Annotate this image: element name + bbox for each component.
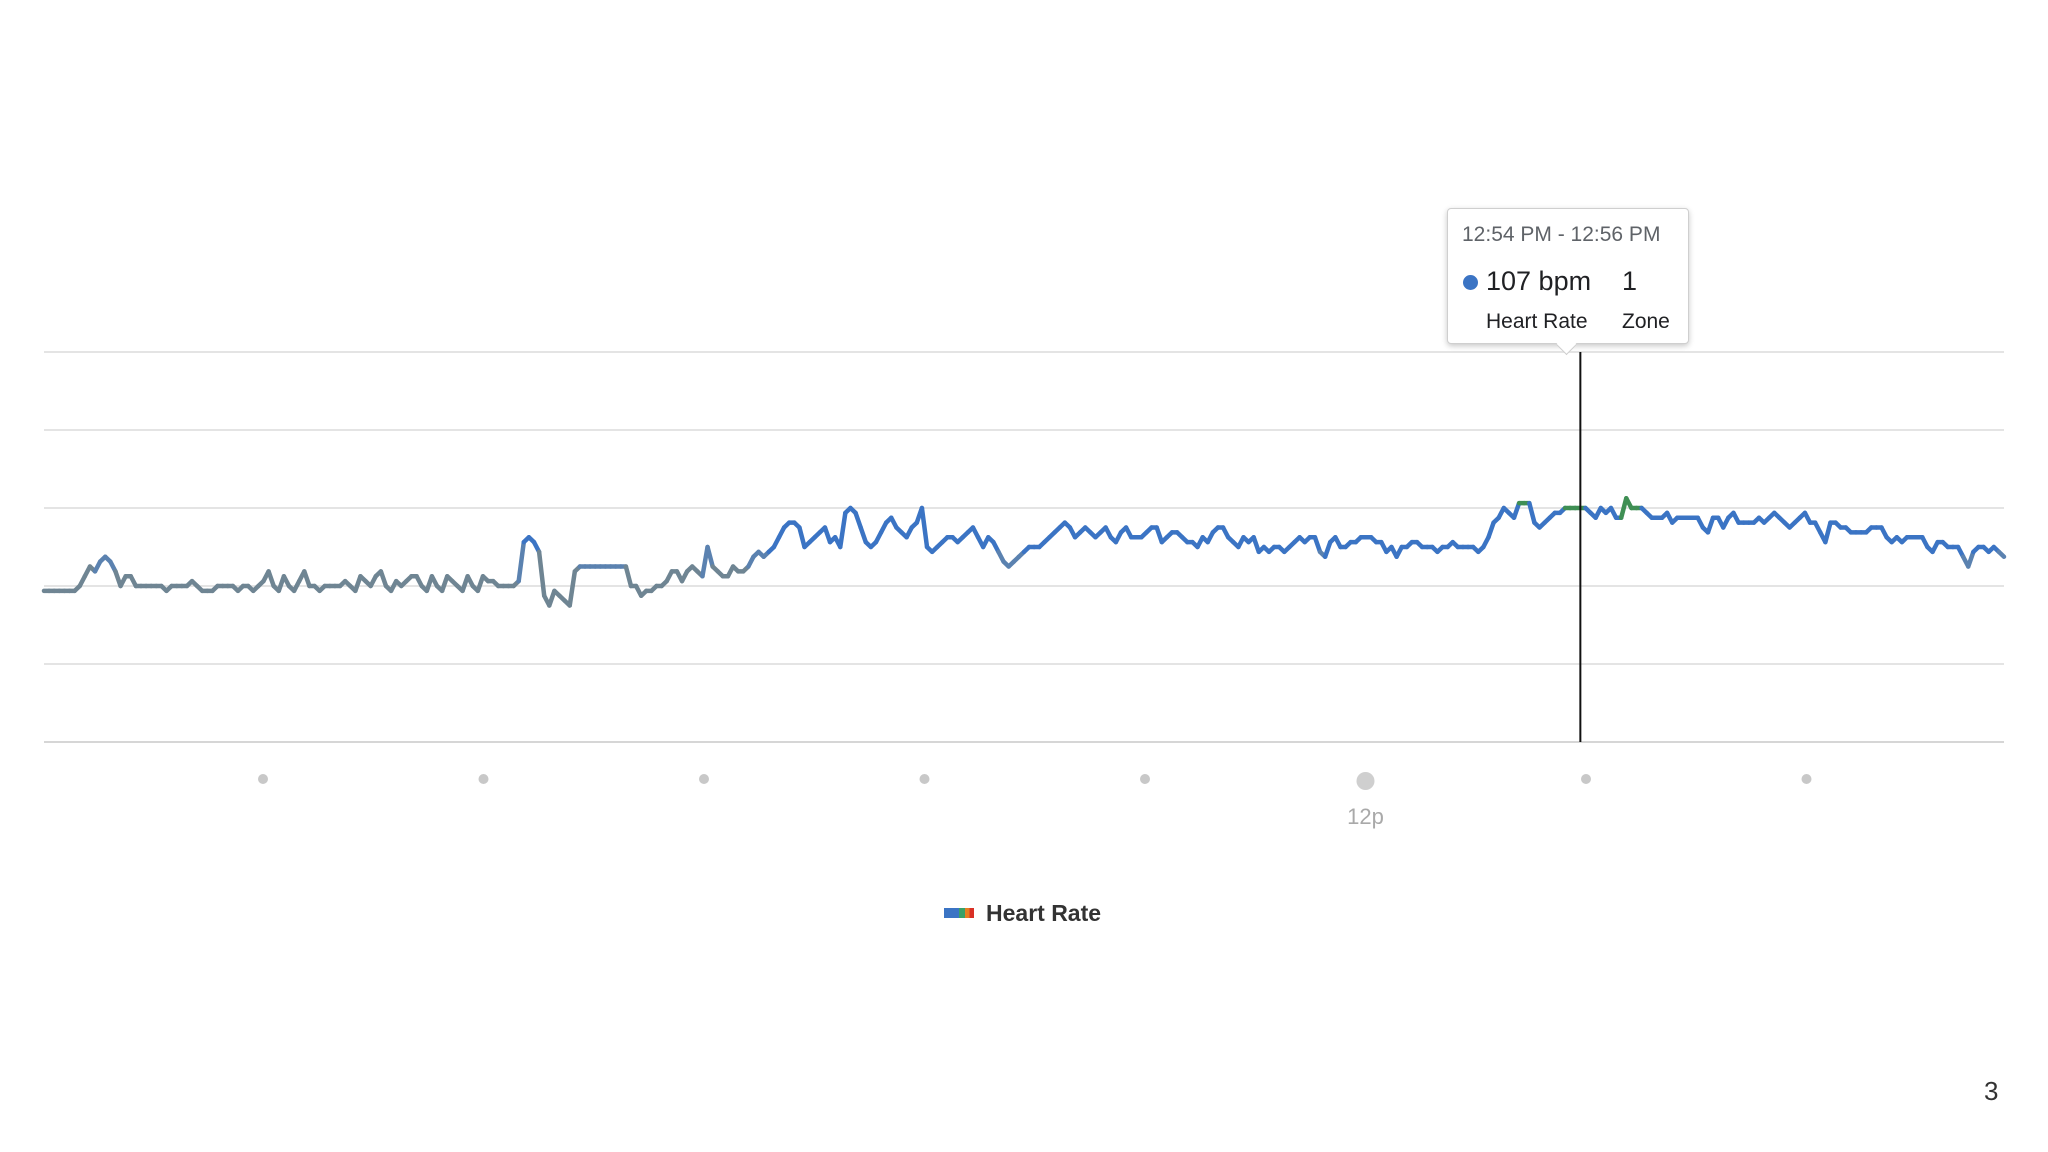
heart-rate-segment — [822, 525, 833, 545]
heart-rate-segment — [1251, 535, 1262, 555]
tooltip-heart-rate-value: 107 bpm — [1486, 266, 1592, 296]
chart-legend[interactable]: Heart Rate — [944, 898, 1101, 928]
hover-tooltip: 12:54 PM - 12:56 PM 107 bpm Heart Rate 1… — [1447, 208, 1689, 344]
heart-rate-segment — [439, 574, 450, 594]
heart-rate-segment — [302, 569, 312, 589]
heart-rate-segment — [266, 569, 276, 589]
x-tick-marker — [1581, 774, 1591, 784]
heart-rate-segment — [1154, 525, 1165, 545]
heart-rate-segment — [1823, 520, 1833, 545]
heart-rate-segment — [797, 525, 807, 550]
heart-rate-segment — [1511, 500, 1522, 520]
tooltip-zone-label: Zone — [1622, 310, 1670, 333]
heart-rate-segment — [623, 564, 634, 589]
heart-rate-segment — [378, 569, 389, 589]
heart-rate-segment — [547, 588, 557, 608]
x-tick-marker — [1801, 774, 1812, 784]
heart-rate-segment — [1996, 549, 2007, 559]
heart-rate-segment — [1618, 496, 1629, 520]
heart-rate-line[interactable] — [41, 496, 2007, 608]
legend-swatch-icon — [944, 908, 974, 918]
heart-rate-segment — [1322, 539, 1333, 559]
tooltip-heart-rate-label: Heart Rate — [1486, 310, 1588, 333]
heart-rate-segment — [353, 574, 363, 594]
heart-rate-segment — [1527, 500, 1537, 525]
heart-rate-segment — [475, 574, 486, 594]
heart-rate-segment — [1486, 520, 1496, 540]
heart-rate-segment — [1966, 549, 1976, 569]
heart-rate-segment — [536, 549, 547, 598]
heart-rate-segment — [567, 569, 578, 608]
x-axis-ticks: 12p — [258, 772, 1812, 829]
x-tick-major-marker — [1356, 772, 1375, 790]
legend-label: Heart Rate — [986, 899, 1102, 926]
page-number: 3 — [1984, 1076, 1999, 1106]
x-tick-marker — [258, 774, 268, 784]
x-tick-label: 12p — [1347, 804, 1384, 829]
x-tick-marker — [478, 774, 489, 784]
heart-rate-segment — [1705, 515, 1716, 535]
heart-rate-segment — [838, 510, 848, 550]
tooltip-time-range: 12:54 PM - 12:56 PM — [1462, 223, 1661, 246]
heart-rate-segment — [858, 525, 869, 545]
x-tick-marker — [699, 774, 709, 784]
heart-rate-segment — [1312, 535, 1323, 555]
x-tick-marker — [1140, 774, 1150, 784]
chart-grid — [44, 351, 2004, 743]
heart-rate-segment — [705, 544, 715, 569]
heart-rate-segment — [516, 539, 527, 584]
tooltip-series-dot-icon — [1463, 275, 1478, 290]
heart-rate-segment — [919, 505, 930, 550]
tooltip-zone-value: 1 — [1622, 266, 1638, 296]
heart-rate-segment — [853, 510, 863, 530]
x-tick-marker — [919, 774, 930, 784]
